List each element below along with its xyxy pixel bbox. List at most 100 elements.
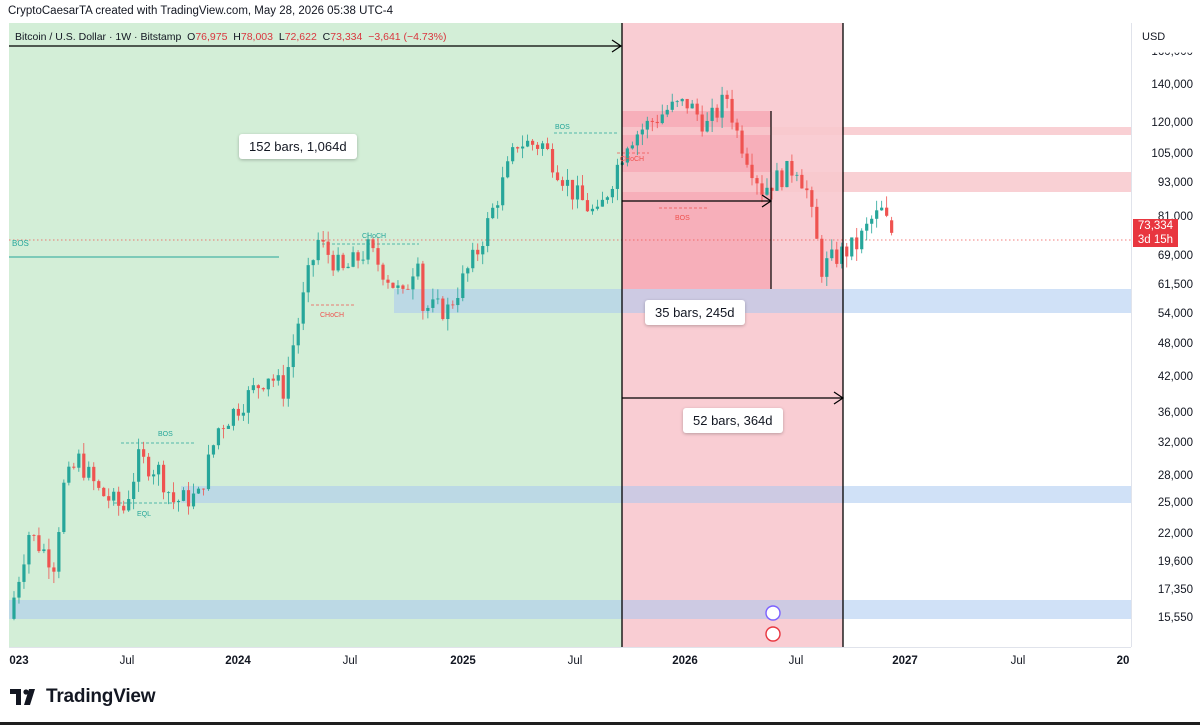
candle-body bbox=[201, 488, 206, 490]
symbol-legend[interactable]: Bitcoin / U.S. Dollar · 1W · Bitstamp O7… bbox=[15, 31, 446, 43]
candlestick-chart[interactable] bbox=[9, 23, 1131, 647]
candle-body bbox=[286, 367, 290, 399]
candle-body bbox=[875, 210, 879, 219]
candle-body bbox=[391, 282, 395, 288]
candle-body bbox=[885, 207, 889, 216]
candle-body bbox=[246, 390, 250, 413]
resistance-zone-lower bbox=[622, 172, 1131, 192]
candle-body bbox=[685, 98, 689, 109]
candle-body bbox=[171, 492, 176, 503]
candle-body bbox=[600, 199, 605, 207]
candle-body bbox=[575, 185, 580, 200]
candle-body bbox=[231, 408, 235, 426]
candle-body bbox=[496, 205, 500, 208]
candle-body bbox=[506, 161, 510, 178]
candle-body bbox=[386, 279, 390, 283]
candle-body bbox=[406, 288, 410, 290]
candle-body bbox=[565, 179, 570, 186]
candle-body bbox=[705, 120, 709, 132]
candle-body bbox=[436, 298, 440, 300]
candle-body bbox=[62, 482, 66, 533]
candle-body bbox=[152, 474, 156, 477]
range-label-1[interactable]: 152 bars, 1,064d bbox=[239, 134, 357, 159]
chart-plot-area[interactable]: Bitcoin / U.S. Dollar · 1W · Bitstamp O7… bbox=[9, 23, 1131, 647]
candle-body bbox=[890, 220, 894, 233]
candle-body bbox=[670, 101, 674, 110]
candle-body bbox=[296, 323, 300, 346]
candle-body bbox=[22, 564, 26, 582]
candle-body bbox=[526, 140, 530, 147]
x-tick: Jul bbox=[342, 655, 358, 667]
bos-label-left: BOS bbox=[12, 239, 29, 248]
candle-body bbox=[615, 164, 619, 189]
candle-body bbox=[346, 266, 350, 269]
candle-body bbox=[276, 375, 280, 381]
candle-body bbox=[301, 292, 305, 324]
candle-body bbox=[142, 449, 146, 457]
candle-body bbox=[107, 496, 111, 501]
candle-body bbox=[67, 466, 71, 483]
y-tick: 36,000 bbox=[1157, 407, 1193, 419]
event-icon-rocket[interactable] bbox=[765, 605, 781, 621]
candle-body bbox=[770, 187, 774, 191]
candle-body bbox=[341, 254, 345, 269]
candle-body bbox=[645, 120, 649, 130]
candle-body bbox=[37, 535, 41, 552]
candle-body bbox=[181, 490, 186, 501]
candle-body bbox=[97, 481, 101, 488]
candle-body bbox=[117, 491, 121, 506]
time-axis[interactable]: 023 Jul 2024 Jul 2025 Jul 2026 Jul 2027 … bbox=[9, 647, 1131, 676]
candle-body bbox=[835, 249, 839, 264]
bos-label-c: BOS bbox=[675, 215, 690, 222]
candle-body bbox=[47, 549, 51, 568]
candle-body bbox=[371, 239, 375, 249]
candle-body bbox=[191, 493, 196, 507]
price-axis[interactable]: USD 160,000 140,000 120,000 105,000 93,0… bbox=[1131, 23, 1200, 647]
candle-body bbox=[12, 597, 16, 619]
candle-body bbox=[595, 206, 600, 209]
y-tick: 17,350 bbox=[1157, 584, 1193, 596]
y-tick: 48,000 bbox=[1157, 338, 1193, 350]
range-label-2[interactable]: 35 bars, 245d bbox=[645, 300, 745, 325]
candle-body bbox=[421, 263, 425, 311]
event-icon-flag[interactable] bbox=[765, 626, 781, 642]
candle-body bbox=[660, 114, 664, 124]
candle-body bbox=[785, 161, 789, 188]
x-tick: 2027 bbox=[892, 655, 918, 667]
tradingview-logo[interactable]: TradingView bbox=[10, 686, 156, 708]
x-tick: 2025 bbox=[450, 655, 476, 667]
support-zone-upper bbox=[394, 289, 1131, 313]
bearish-drop-zone bbox=[622, 111, 771, 289]
candle-body bbox=[830, 249, 834, 259]
support-zone-lower bbox=[9, 600, 1131, 619]
candle-body bbox=[590, 208, 595, 212]
candle-body bbox=[810, 190, 814, 207]
bar-countdown: 3d 15h bbox=[1137, 234, 1174, 246]
candle-body bbox=[680, 98, 684, 102]
candle-body bbox=[196, 488, 201, 494]
candle-body bbox=[451, 304, 455, 306]
open-label: O bbox=[187, 31, 196, 43]
candle-body bbox=[366, 239, 370, 260]
candle-body bbox=[690, 103, 694, 109]
candle-body bbox=[176, 500, 181, 503]
candle-body bbox=[855, 237, 859, 250]
choch-label-a: CHoCH bbox=[362, 233, 387, 240]
candle-body bbox=[361, 259, 365, 261]
x-tick: 023 bbox=[9, 655, 29, 667]
range-label-3[interactable]: 52 bars, 364d bbox=[683, 408, 783, 433]
bos-label-a: BOS bbox=[158, 431, 173, 438]
candle-body bbox=[82, 453, 86, 478]
candle-body bbox=[256, 385, 260, 389]
high-value: 78,003 bbox=[240, 31, 273, 43]
candle-body bbox=[122, 505, 126, 511]
bullish-range-zone bbox=[9, 23, 622, 647]
y-tick: 15,550 bbox=[1157, 612, 1193, 624]
range-arrow-top-head bbox=[611, 39, 623, 53]
candle-body bbox=[251, 385, 255, 391]
candle-body bbox=[700, 114, 704, 132]
eql-label: EQL bbox=[137, 511, 152, 518]
candle-body bbox=[635, 134, 639, 146]
x-tick: Jul bbox=[1010, 655, 1026, 667]
y-tick: 54,000 bbox=[1157, 308, 1193, 320]
